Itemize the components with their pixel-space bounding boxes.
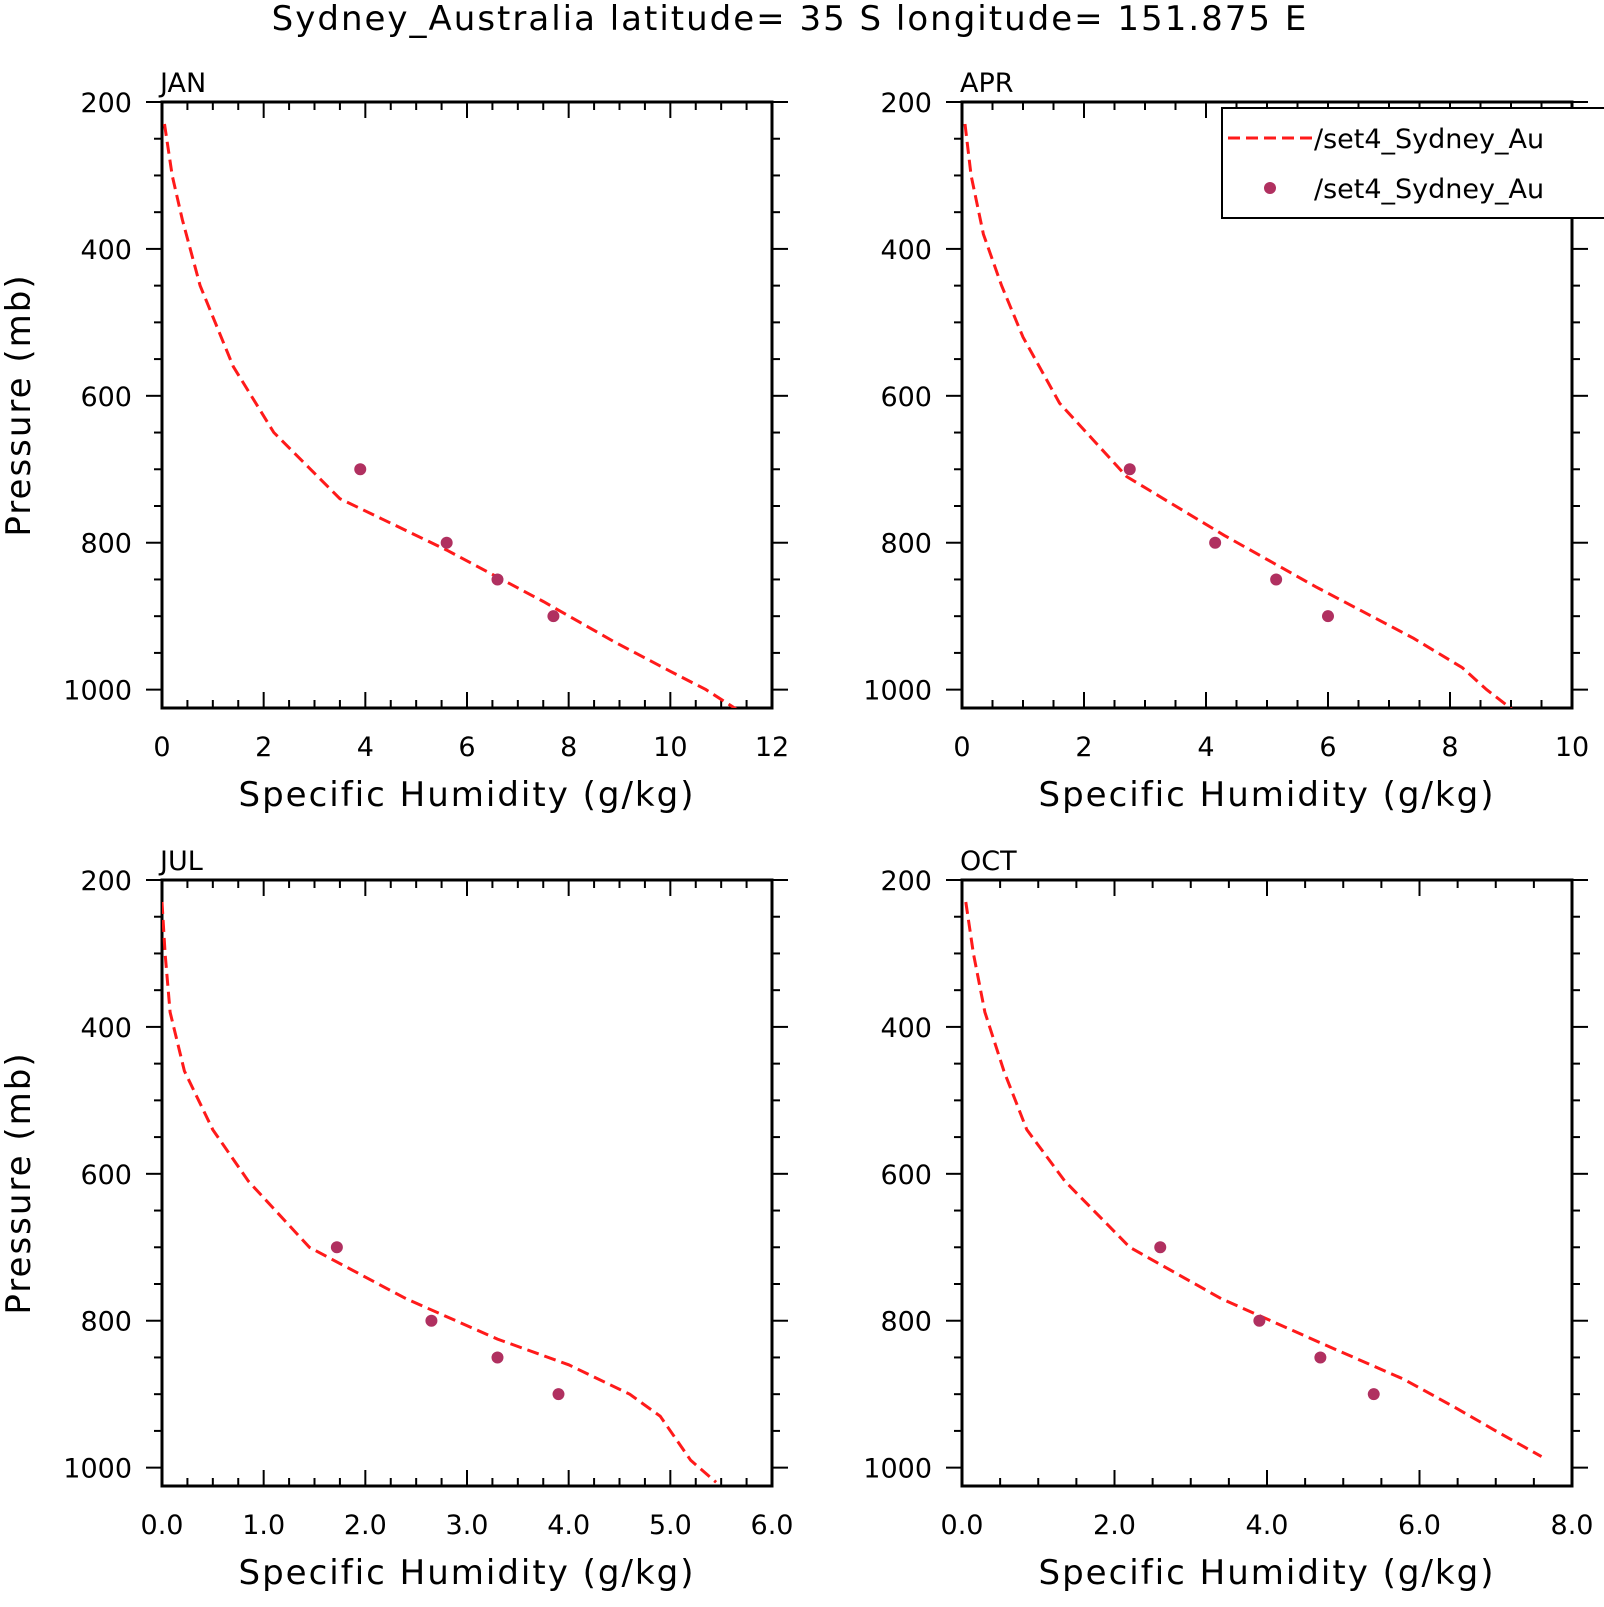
legend-label: /set4_Sydney_Au [1314, 124, 1544, 155]
x-tick-label: 4.0 [547, 1510, 590, 1541]
observation-point [330, 1241, 343, 1254]
y-tick-label: 1000 [863, 1454, 932, 1485]
model-profile-line [963, 123, 1513, 708]
y-tick-label: 600 [80, 1160, 132, 1191]
x-axis-label: Specific Humidity (g/kg) [239, 775, 696, 815]
x-tick-label: 4 [1197, 732, 1214, 763]
x-tick-label: 6.0 [1398, 1510, 1441, 1541]
observation-point [1123, 463, 1136, 476]
panel-title: APR [960, 68, 1014, 99]
plot-frame [960, 878, 1574, 1488]
observation-point [1270, 573, 1283, 586]
x-tick-label: 8.0 [1551, 1510, 1594, 1541]
observation-point [1314, 1351, 1327, 1364]
legend-label: /set4_Sydney_Au [1314, 174, 1544, 205]
panel-apr: APR 0 2 4 6 8 10 200 400 600 800 1000 Specific Humid… [863, 68, 1589, 815]
x-tick-label: 2.0 [344, 1510, 387, 1541]
x-tick-label: 8 [560, 732, 577, 763]
y-axis-label: Pressure (mb) [0, 1051, 39, 1314]
y-tick-label: 200 [80, 866, 132, 897]
x-tick-label: 10 [1555, 732, 1589, 763]
model-profile-line [162, 901, 718, 1484]
x-tick-label: 1.0 [242, 1510, 285, 1541]
y-tick-label: 400 [80, 1013, 132, 1044]
observation-point [491, 1351, 504, 1364]
figure-title: Sydney_Australia latitude= 35 S longitud… [272, 0, 1309, 39]
y-tick-label: 400 [80, 235, 132, 266]
panel-title: JUL [158, 846, 203, 877]
y-tick-label: 600 [880, 382, 932, 413]
x-tick-label: 6 [1319, 732, 1336, 763]
plot-frame [160, 878, 774, 1488]
x-tick-label: 6 [458, 732, 475, 763]
y-tick-label: 800 [80, 1307, 132, 1338]
x-tick-label: 0.0 [141, 1510, 184, 1541]
model-profile-line [964, 901, 1543, 1458]
legend-dot-swatch [1264, 182, 1276, 194]
observation-point [1209, 536, 1222, 549]
x-tick-label: 6.0 [751, 1510, 794, 1541]
x-tick-label: 5.0 [649, 1510, 692, 1541]
x-tick-label: 0 [153, 732, 170, 763]
observation-point [1253, 1314, 1266, 1327]
y-tick-label: 800 [880, 1307, 932, 1338]
x-axis-label: Specific Humidity (g/kg) [1039, 775, 1496, 815]
observation-point [491, 573, 504, 586]
observation-point [1154, 1241, 1167, 1254]
y-tick-label: 600 [880, 1160, 932, 1191]
x-tick-label: 8 [1441, 732, 1458, 763]
y-tick-label: 600 [80, 382, 132, 413]
legend-box [1221, 107, 1604, 219]
observation-point [547, 610, 560, 623]
y-tick-label: 800 [880, 529, 932, 560]
x-tick-label: 4.0 [1246, 1510, 1289, 1541]
observation-point [1367, 1388, 1380, 1401]
x-tick-label: 12 [755, 732, 789, 763]
x-tick-label: 2 [255, 732, 272, 763]
panel-jan: JAN 0 2 4 6 8 10 12 200 400 600 800 1000 Specific Hum… [0, 68, 789, 815]
y-axis-label: Pressure (mb) [0, 273, 39, 536]
observation-point [354, 463, 367, 476]
x-axis-label: Specific Humidity (g/kg) [239, 1553, 696, 1593]
observation-point [425, 1314, 438, 1327]
x-tick-label: 4 [357, 732, 374, 763]
observation-point [1322, 610, 1334, 623]
observation-point [552, 1388, 565, 1401]
y-tick-label: 200 [880, 866, 932, 897]
y-tick-label: 1000 [63, 676, 132, 707]
y-tick-label: 400 [880, 1013, 932, 1044]
x-axis-label: Specific Humidity (g/kg) [1039, 1553, 1496, 1593]
y-tick-label: 200 [80, 88, 132, 119]
x-tick-label: 10 [653, 732, 687, 763]
y-tick-label: 800 [80, 529, 132, 560]
observation-point [440, 536, 453, 549]
plot-frame [160, 100, 774, 710]
y-tick-label: 1000 [863, 676, 932, 707]
panel-title: OCT [960, 846, 1017, 877]
y-tick-label: 400 [880, 235, 932, 266]
y-tick-label: 200 [880, 88, 932, 119]
panel-title: JAN [158, 68, 206, 99]
x-tick-label: 0 [953, 732, 970, 763]
model-profile-line [163, 123, 738, 708]
y-tick-label: 1000 [63, 1454, 132, 1485]
x-tick-label: 0.0 [941, 1510, 984, 1541]
x-tick-label: 3.0 [446, 1510, 489, 1541]
panel-jul: JUL 0.0 1.0 2.0 3.0 4.0 5.0 6.0 200 400 600 800 1000… [0, 846, 793, 1593]
panel-oct: OCT 0.0 2.0 4.0 6.0 8.0 200 400 600 800 1000 Specif… [863, 846, 1593, 1593]
x-tick-label: 2.0 [1093, 1510, 1136, 1541]
x-tick-label: 2 [1075, 732, 1092, 763]
legend: /set4_Sydney_Au/set4_Sydney_Au [1221, 107, 1604, 219]
